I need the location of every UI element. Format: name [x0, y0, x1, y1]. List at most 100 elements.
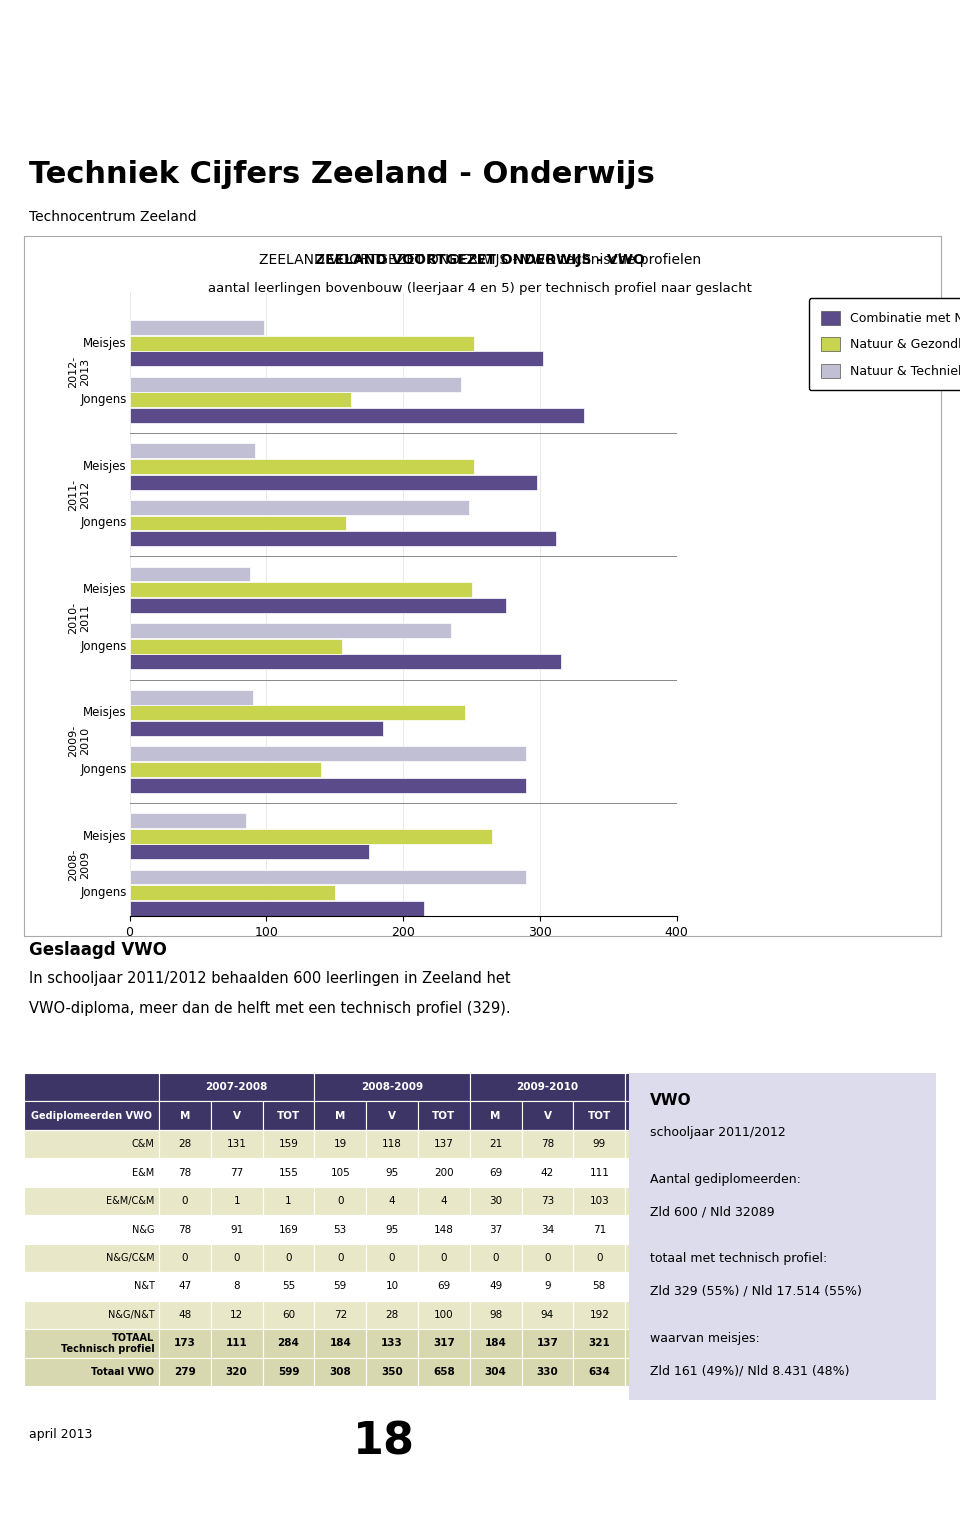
- Bar: [418, 1272, 469, 1301]
- Text: april 2013: april 2013: [29, 1428, 92, 1441]
- Text: 658: 658: [433, 1367, 455, 1377]
- Text: 90: 90: [748, 1196, 761, 1205]
- Bar: [130, 869, 526, 884]
- Bar: [780, 1272, 832, 1301]
- FancyBboxPatch shape: [623, 1067, 942, 1406]
- Bar: [130, 778, 526, 793]
- Bar: [418, 1329, 469, 1358]
- Bar: [521, 1102, 573, 1129]
- Text: 317: 317: [433, 1338, 455, 1348]
- Bar: [729, 1187, 780, 1215]
- Bar: [780, 1358, 832, 1387]
- Bar: [24, 1301, 159, 1329]
- Bar: [159, 1129, 211, 1158]
- Text: M: M: [646, 1111, 657, 1120]
- Text: Meisjes: Meisjes: [84, 829, 127, 843]
- Bar: [159, 1102, 211, 1129]
- Bar: [24, 1215, 159, 1243]
- Text: 49: 49: [489, 1282, 502, 1292]
- Bar: [418, 1187, 469, 1215]
- Text: Technocentrum Zeeland: Technocentrum Zeeland: [29, 210, 197, 224]
- Text: V: V: [699, 1111, 707, 1120]
- Bar: [625, 1358, 677, 1387]
- Bar: [780, 1158, 832, 1187]
- Bar: [211, 1158, 263, 1187]
- Bar: [625, 1158, 677, 1187]
- Bar: [263, 1272, 314, 1301]
- Bar: [130, 886, 335, 900]
- Bar: [469, 1358, 521, 1387]
- Text: V: V: [388, 1111, 396, 1120]
- Text: 24: 24: [644, 1225, 658, 1234]
- Text: 71: 71: [748, 1138, 761, 1149]
- Text: 105: 105: [330, 1167, 350, 1178]
- Bar: [314, 1129, 366, 1158]
- Bar: [521, 1243, 573, 1272]
- Bar: [573, 1301, 625, 1329]
- Legend: Combinatie met N&T of N&G, Natuur & Gezondheid, Natuur & Techniek: Combinatie met N&T of N&G, Natuur & Gezo…: [808, 298, 960, 391]
- Text: 18: 18: [353, 1420, 415, 1463]
- Bar: [130, 813, 246, 828]
- Text: 159: 159: [278, 1138, 299, 1149]
- Text: 118: 118: [849, 1310, 868, 1320]
- Bar: [159, 1329, 211, 1358]
- Text: TOT: TOT: [588, 1111, 611, 1120]
- Bar: [832, 1329, 884, 1358]
- Bar: [729, 1243, 780, 1272]
- Text: M: M: [335, 1111, 346, 1120]
- Text: 94: 94: [540, 1310, 554, 1320]
- Bar: [263, 1329, 314, 1358]
- Bar: [573, 1329, 625, 1358]
- Text: 34: 34: [852, 1225, 865, 1234]
- Text: 78: 78: [179, 1167, 191, 1178]
- Bar: [625, 1329, 677, 1358]
- Bar: [573, 1358, 625, 1387]
- Text: C&M: C&M: [132, 1138, 155, 1149]
- Bar: [625, 1301, 677, 1329]
- Bar: [677, 1158, 729, 1187]
- Bar: [418, 1358, 469, 1387]
- Bar: [130, 583, 471, 597]
- Text: 184: 184: [329, 1338, 351, 1348]
- Text: Techniek Cijfers Zeeland - Onderwijs: Techniek Cijfers Zeeland - Onderwijs: [29, 160, 655, 189]
- Text: 21: 21: [489, 1138, 502, 1149]
- Bar: [780, 1129, 832, 1158]
- Bar: [24, 1243, 159, 1272]
- Text: 23: 23: [800, 1225, 813, 1234]
- Bar: [677, 1187, 729, 1215]
- Text: 61: 61: [748, 1282, 761, 1292]
- Text: 284: 284: [277, 1338, 300, 1348]
- Text: TOT: TOT: [432, 1111, 455, 1120]
- Text: 192: 192: [589, 1310, 610, 1320]
- Bar: [677, 1215, 729, 1243]
- Text: 37: 37: [489, 1225, 502, 1234]
- Bar: [314, 1329, 366, 1358]
- Text: Jongens: Jongens: [81, 763, 127, 776]
- Text: 2009-2010: 2009-2010: [516, 1082, 579, 1093]
- Bar: [159, 1073, 314, 1102]
- Text: 72: 72: [334, 1310, 347, 1320]
- Text: 98: 98: [489, 1310, 502, 1320]
- Text: 34: 34: [540, 1225, 554, 1234]
- Bar: [729, 1215, 780, 1243]
- Bar: [211, 1301, 263, 1329]
- Bar: [625, 1215, 677, 1243]
- Text: 25: 25: [644, 1196, 658, 1205]
- Text: Jongens: Jongens: [81, 886, 127, 900]
- Bar: [263, 1158, 314, 1187]
- Text: 0: 0: [752, 1253, 758, 1263]
- Bar: [263, 1215, 314, 1243]
- Bar: [832, 1272, 884, 1301]
- Text: schooljaar 2011/2012: schooljaar 2011/2012: [650, 1126, 785, 1138]
- Text: 85: 85: [903, 1167, 917, 1178]
- Text: 53: 53: [334, 1225, 347, 1234]
- Text: 2007-2008: 2007-2008: [205, 1082, 268, 1093]
- Text: M: M: [802, 1111, 812, 1120]
- Bar: [884, 1301, 936, 1329]
- Text: 40: 40: [696, 1225, 709, 1234]
- Text: 155: 155: [278, 1167, 299, 1178]
- Text: 0: 0: [544, 1253, 551, 1263]
- Bar: [366, 1102, 418, 1129]
- Bar: [418, 1243, 469, 1272]
- Text: 0: 0: [441, 1253, 447, 1263]
